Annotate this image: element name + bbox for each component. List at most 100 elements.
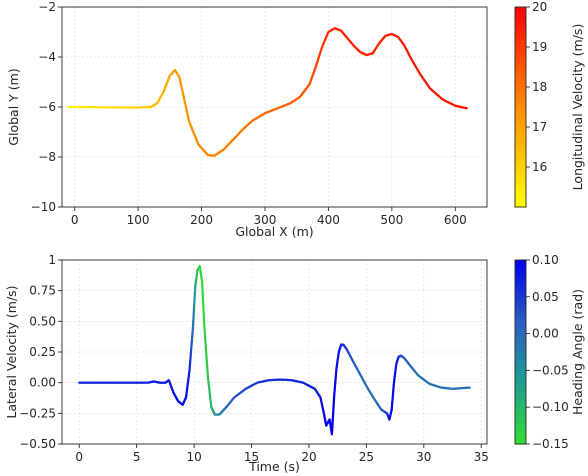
- x-axis-label: Time (s): [248, 459, 300, 474]
- series-line: [67, 27, 468, 157]
- x-tick-label: 0: [75, 450, 83, 464]
- colorbar-band: [515, 284, 526, 289]
- colorbar-band: [515, 263, 526, 267]
- colorbar-band: [515, 391, 526, 396]
- colorbar-band: [515, 100, 526, 105]
- colorbar-band: [515, 416, 526, 421]
- colorbar-band: [515, 187, 526, 191]
- colorbar-band: [515, 167, 526, 171]
- colorbar-band: [515, 33, 526, 38]
- colorbar-band: [515, 133, 526, 138]
- x-tick-label: 600: [444, 213, 467, 227]
- y-tick-label: −0.50: [19, 437, 56, 451]
- colorbar-band: [515, 7, 526, 11]
- colorbar-band: [515, 352, 526, 356]
- colorbar-band: [515, 17, 526, 21]
- colorbar-band: [515, 43, 526, 48]
- colorbar-band: [515, 173, 526, 178]
- colorbar-band: [515, 358, 526, 362]
- colorbar-band: [515, 422, 526, 427]
- colorbar-band: [515, 47, 526, 51]
- x-tick-label: 100: [127, 213, 150, 227]
- y-tick-label: −2: [38, 0, 56, 14]
- colorbar-band: [515, 324, 526, 329]
- x-tick-label: 35: [474, 450, 489, 464]
- colorbar-band: [515, 413, 526, 417]
- colorbar-tick-label: 0.10: [532, 253, 559, 267]
- colorbar-band: [515, 339, 526, 344]
- colorbar-band: [515, 425, 526, 430]
- colorbar-band: [515, 367, 526, 371]
- colorbar-band: [515, 93, 526, 98]
- y-tick-label: 0.00: [29, 376, 56, 390]
- colorbar-band: [515, 137, 526, 141]
- colorbar-band: [515, 379, 526, 384]
- colorbar-band: [515, 272, 526, 276]
- colorbar-frame: [514, 259, 527, 445]
- colorbar-band: [515, 330, 526, 335]
- colorbar-band: [515, 130, 526, 135]
- colorbar-band: [515, 419, 526, 424]
- colorbar-band: [515, 193, 526, 198]
- colorbar-band: [515, 293, 526, 298]
- colorbar-band: [515, 385, 526, 390]
- y-tick-label: −0.25: [19, 406, 56, 420]
- colorbar-band: [515, 147, 526, 151]
- colorbar-label: Longitudinal Velocity (m/s): [570, 24, 585, 191]
- colorbar-band: [515, 312, 526, 316]
- colorbar-band: [515, 401, 526, 405]
- colorbar-band: [515, 269, 526, 273]
- colorbar-band: [515, 266, 526, 270]
- colorbar-band: [515, 177, 526, 181]
- colorbar-band: [515, 163, 526, 168]
- colorbar-band: [515, 200, 526, 205]
- colorbar-band: [515, 364, 526, 368]
- colorbar-band: [515, 123, 526, 128]
- colorbar-band: [515, 63, 526, 68]
- colorbar: −0.15 −0.10 −0.05 0.00 0.05 0.10 Heading Angle…: [514, 253, 585, 451]
- colorbar-band: [515, 336, 526, 341]
- colorbar-label: Heading Angle (rad): [570, 289, 585, 415]
- x-tick-label: 15: [244, 450, 259, 464]
- colorbar-frame: [514, 6, 527, 208]
- colorbar-band: [515, 355, 526, 359]
- colorbar-band: [515, 260, 526, 264]
- colorbar-band: [515, 183, 526, 188]
- colorbar-band: [515, 428, 526, 433]
- colorbar-band: [515, 27, 526, 31]
- colorbar-band: [515, 80, 526, 85]
- colorbar-band: [515, 299, 526, 304]
- x-tick-label: 0: [71, 213, 79, 227]
- y-axis-label: Global Y (m): [6, 68, 21, 145]
- x-tick-label: 25: [359, 450, 374, 464]
- y-tick-label: −4: [38, 50, 56, 64]
- x-tick-label: 200: [190, 213, 213, 227]
- colorbar-band: [515, 296, 526, 301]
- colorbar-band: [515, 382, 526, 387]
- colorbar-band: [515, 30, 526, 35]
- colorbar-band: [515, 150, 526, 155]
- colorbar-tick-label: 18: [532, 80, 547, 94]
- colorbar-band: [515, 361, 526, 365]
- colorbar-band: [515, 153, 526, 158]
- colorbar-band: [515, 345, 526, 350]
- colorbar-band: [515, 388, 526, 393]
- colorbar-band: [515, 70, 526, 75]
- colorbar-band: [515, 50, 526, 55]
- colorbar-band: [515, 117, 526, 121]
- y-tick-label: −10: [31, 200, 56, 214]
- colorbar-tick-label: 20: [532, 0, 547, 14]
- colorbar-band: [515, 370, 526, 375]
- y-axis-label: Lateral Velocity (m/s): [4, 285, 19, 418]
- colorbar-band: [515, 287, 526, 292]
- colorbar-band: [515, 20, 526, 25]
- colorbar-band: [515, 407, 526, 411]
- colorbar-band: [515, 90, 526, 95]
- trajectory-chart: 0 100 200 300 400 500 600 −10 −8 −6 −4 −2 Global X (…: [6, 0, 585, 239]
- colorbar-band: [515, 278, 526, 283]
- colorbar-band: [515, 404, 526, 408]
- x-tick-label: 5: [133, 450, 141, 464]
- colorbar-tick-label: −0.15: [532, 437, 569, 451]
- colorbar-band: [515, 306, 526, 310]
- colorbar-band: [515, 309, 526, 313]
